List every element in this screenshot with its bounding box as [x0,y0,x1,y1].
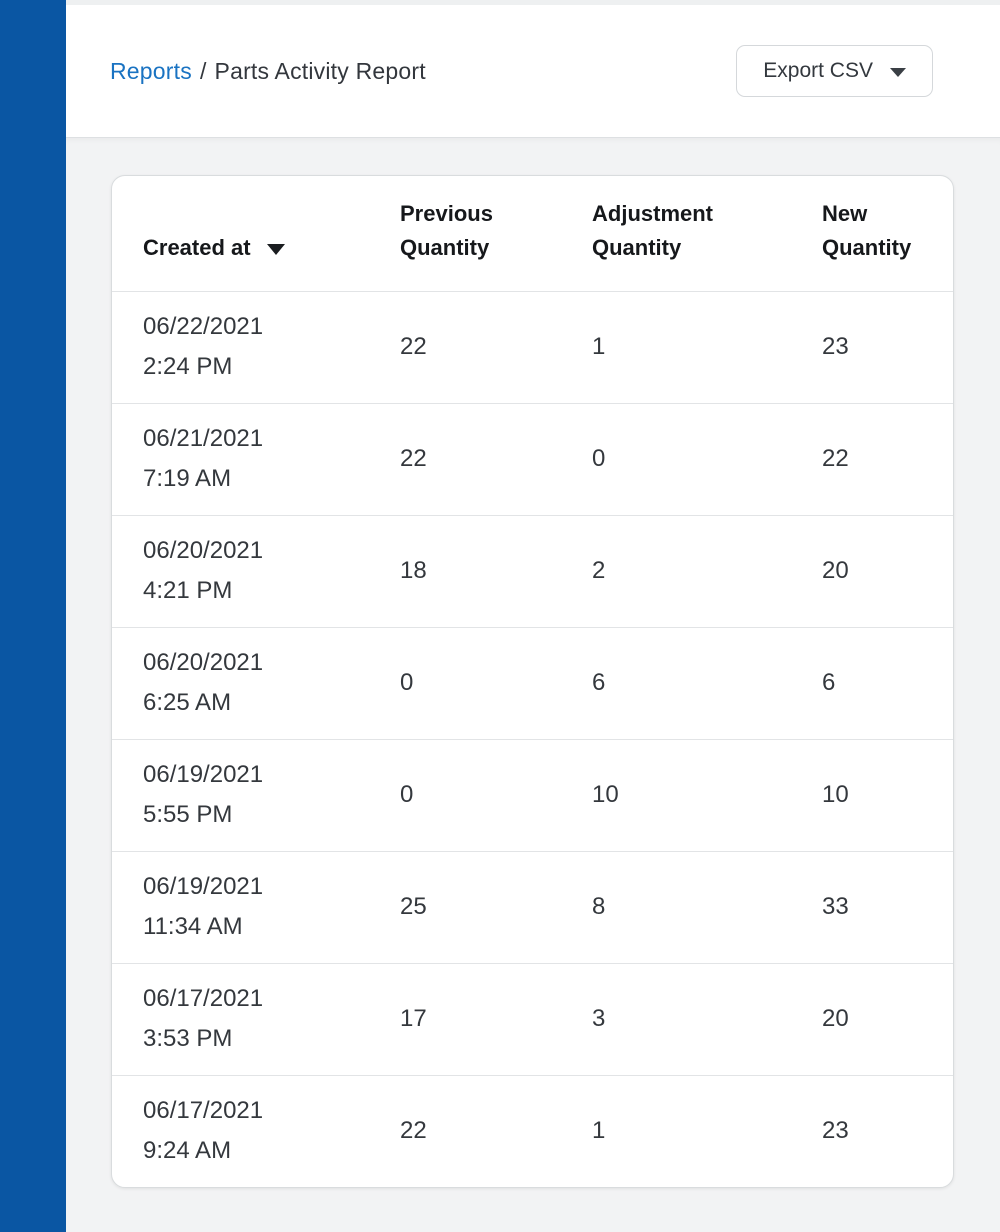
table-header-row: Created at Previous Quantity Adjustment … [112,176,953,292]
created-at-cell: 06/20/2021 4:21 PM [112,515,400,628]
column-header-adjustment-quantity-label: Adjustment Quantity [592,200,713,260]
previous-quantity-cell: 18 [400,515,592,628]
caret-down-icon [890,67,906,77]
nav-sidebar[interactable] [0,0,66,1232]
column-header-previous-quantity-label: Previous Quantity [400,200,493,260]
created-at-cell: 06/20/2021 6:25 AM [112,627,400,740]
previous-quantity-cell: 0 [400,739,592,852]
created-at-date: 06/17/2021 [143,985,264,1012]
created-at-date: 06/21/2021 [143,425,264,452]
column-header-adjustment-quantity[interactable]: Adjustment Quantity [592,176,822,292]
new-quantity-cell: 33 [822,851,953,964]
page-header: Reports / Parts Activity Report Export CSV [66,5,1000,138]
created-at-date: 06/19/2021 [143,873,264,900]
created-at-time: 3:53 PM [143,1025,233,1052]
previous-quantity-cell: 22 [400,1117,427,1145]
parts-activity-table: Created at Previous Quantity Adjustment … [112,176,953,1187]
new-quantity-cell: 20 [822,515,953,628]
column-header-created-at[interactable]: Created at [112,176,400,292]
created-at-date: 06/22/2021 [143,313,264,340]
breadcrumb: Reports / Parts Activity Report [110,58,426,85]
page-title: Parts Activity Report [214,57,426,84]
adjustment-quantity-cell: 3 [592,963,822,1076]
created-at-cell: 06/19/2021 5:55 PM [112,739,400,852]
previous-quantity-cell: 22 [400,291,592,404]
created-at-cell: 06/17/2021 9:24 AM [112,1075,400,1187]
created-at-cell: 06/22/2021 2:24 PM [112,291,400,404]
created-at-date: 06/20/2021 [143,537,264,564]
previous-quantity-cell: 22 [400,403,592,516]
created-at-time: 4:21 PM [143,577,233,604]
created-at-date: 06/17/2021 [143,1097,264,1125]
breadcrumb-separator: / [199,57,207,84]
created-at-time: 5:55 PM [143,801,233,828]
top-edge-strip [66,0,1000,5]
column-header-new-quantity[interactable]: New Quantity [822,176,953,292]
table-row: 06/19/2021 5:55 PM 0 10 10 [112,739,953,852]
main-panel: Created at Previous Quantity Adjustment … [66,138,1000,1232]
previous-quantity-cell: 25 [400,851,592,964]
created-at-cell: 06/17/2021 3:53 PM [112,963,400,1076]
created-at-cell: 06/21/2021 7:19 AM [112,403,400,516]
table-row: 06/19/2021 11:34 AM 25 8 33 [112,851,953,964]
table-row: 06/17/2021 9:24 AM 22 1 23 [112,1075,953,1187]
created-at-time: 11:34 AM [143,913,243,940]
adjustment-quantity-cell: 10 [592,739,822,852]
adjustment-quantity-cell: 6 [592,627,822,740]
export-csv-button[interactable]: Export CSV [736,45,933,97]
sort-desc-icon [266,243,285,255]
breadcrumb-link-reports[interactable]: Reports [110,57,192,84]
new-quantity-cell: 23 [822,291,953,404]
adjustment-quantity-cell: 1 [592,1117,606,1145]
created-at-date: 06/20/2021 [143,649,264,676]
table-row: 06/22/2021 2:24 PM 22 1 23 [112,291,953,404]
column-header-previous-quantity[interactable]: Previous Quantity [400,176,592,292]
table-row: 06/20/2021 6:25 AM 0 6 6 [112,627,953,740]
export-csv-label: Export CSV [763,59,873,82]
adjustment-quantity-cell: 0 [592,403,822,516]
table-body: 06/22/2021 2:24 PM 22 1 23 06/21/2021 7:… [112,291,953,1187]
previous-quantity-cell: 17 [400,963,592,1076]
table-row: 06/20/2021 4:21 PM 18 2 20 [112,515,953,628]
created-at-time: 9:24 AM [143,1137,232,1165]
new-quantity-cell: 10 [822,739,953,852]
adjustment-quantity-cell: 2 [592,515,822,628]
adjustment-quantity-cell: 1 [592,291,822,404]
created-at-time: 7:19 AM [143,465,232,492]
new-quantity-cell: 23 [822,1117,849,1145]
new-quantity-cell: 20 [822,963,953,1076]
created-at-cell: 06/19/2021 11:34 AM [112,851,400,964]
column-header-new-quantity-label: New Quantity [822,200,912,260]
created-at-time: 2:24 PM [143,353,233,380]
table-row: 06/21/2021 7:19 AM 22 0 22 [112,403,953,516]
adjustment-quantity-cell: 8 [592,851,822,964]
created-at-time: 6:25 AM [143,689,232,716]
previous-quantity-cell: 0 [400,627,592,740]
created-at-date: 06/19/2021 [143,761,264,788]
column-header-created-at-label: Created at [143,234,251,260]
content-area: Reports / Parts Activity Report Export CSV… [66,0,1000,1232]
new-quantity-cell: 6 [822,627,953,740]
table-row: 06/17/2021 3:53 PM 17 3 20 [112,963,953,1076]
new-quantity-cell: 22 [822,403,953,516]
report-card: Created at Previous Quantity Adjustment … [111,175,954,1188]
